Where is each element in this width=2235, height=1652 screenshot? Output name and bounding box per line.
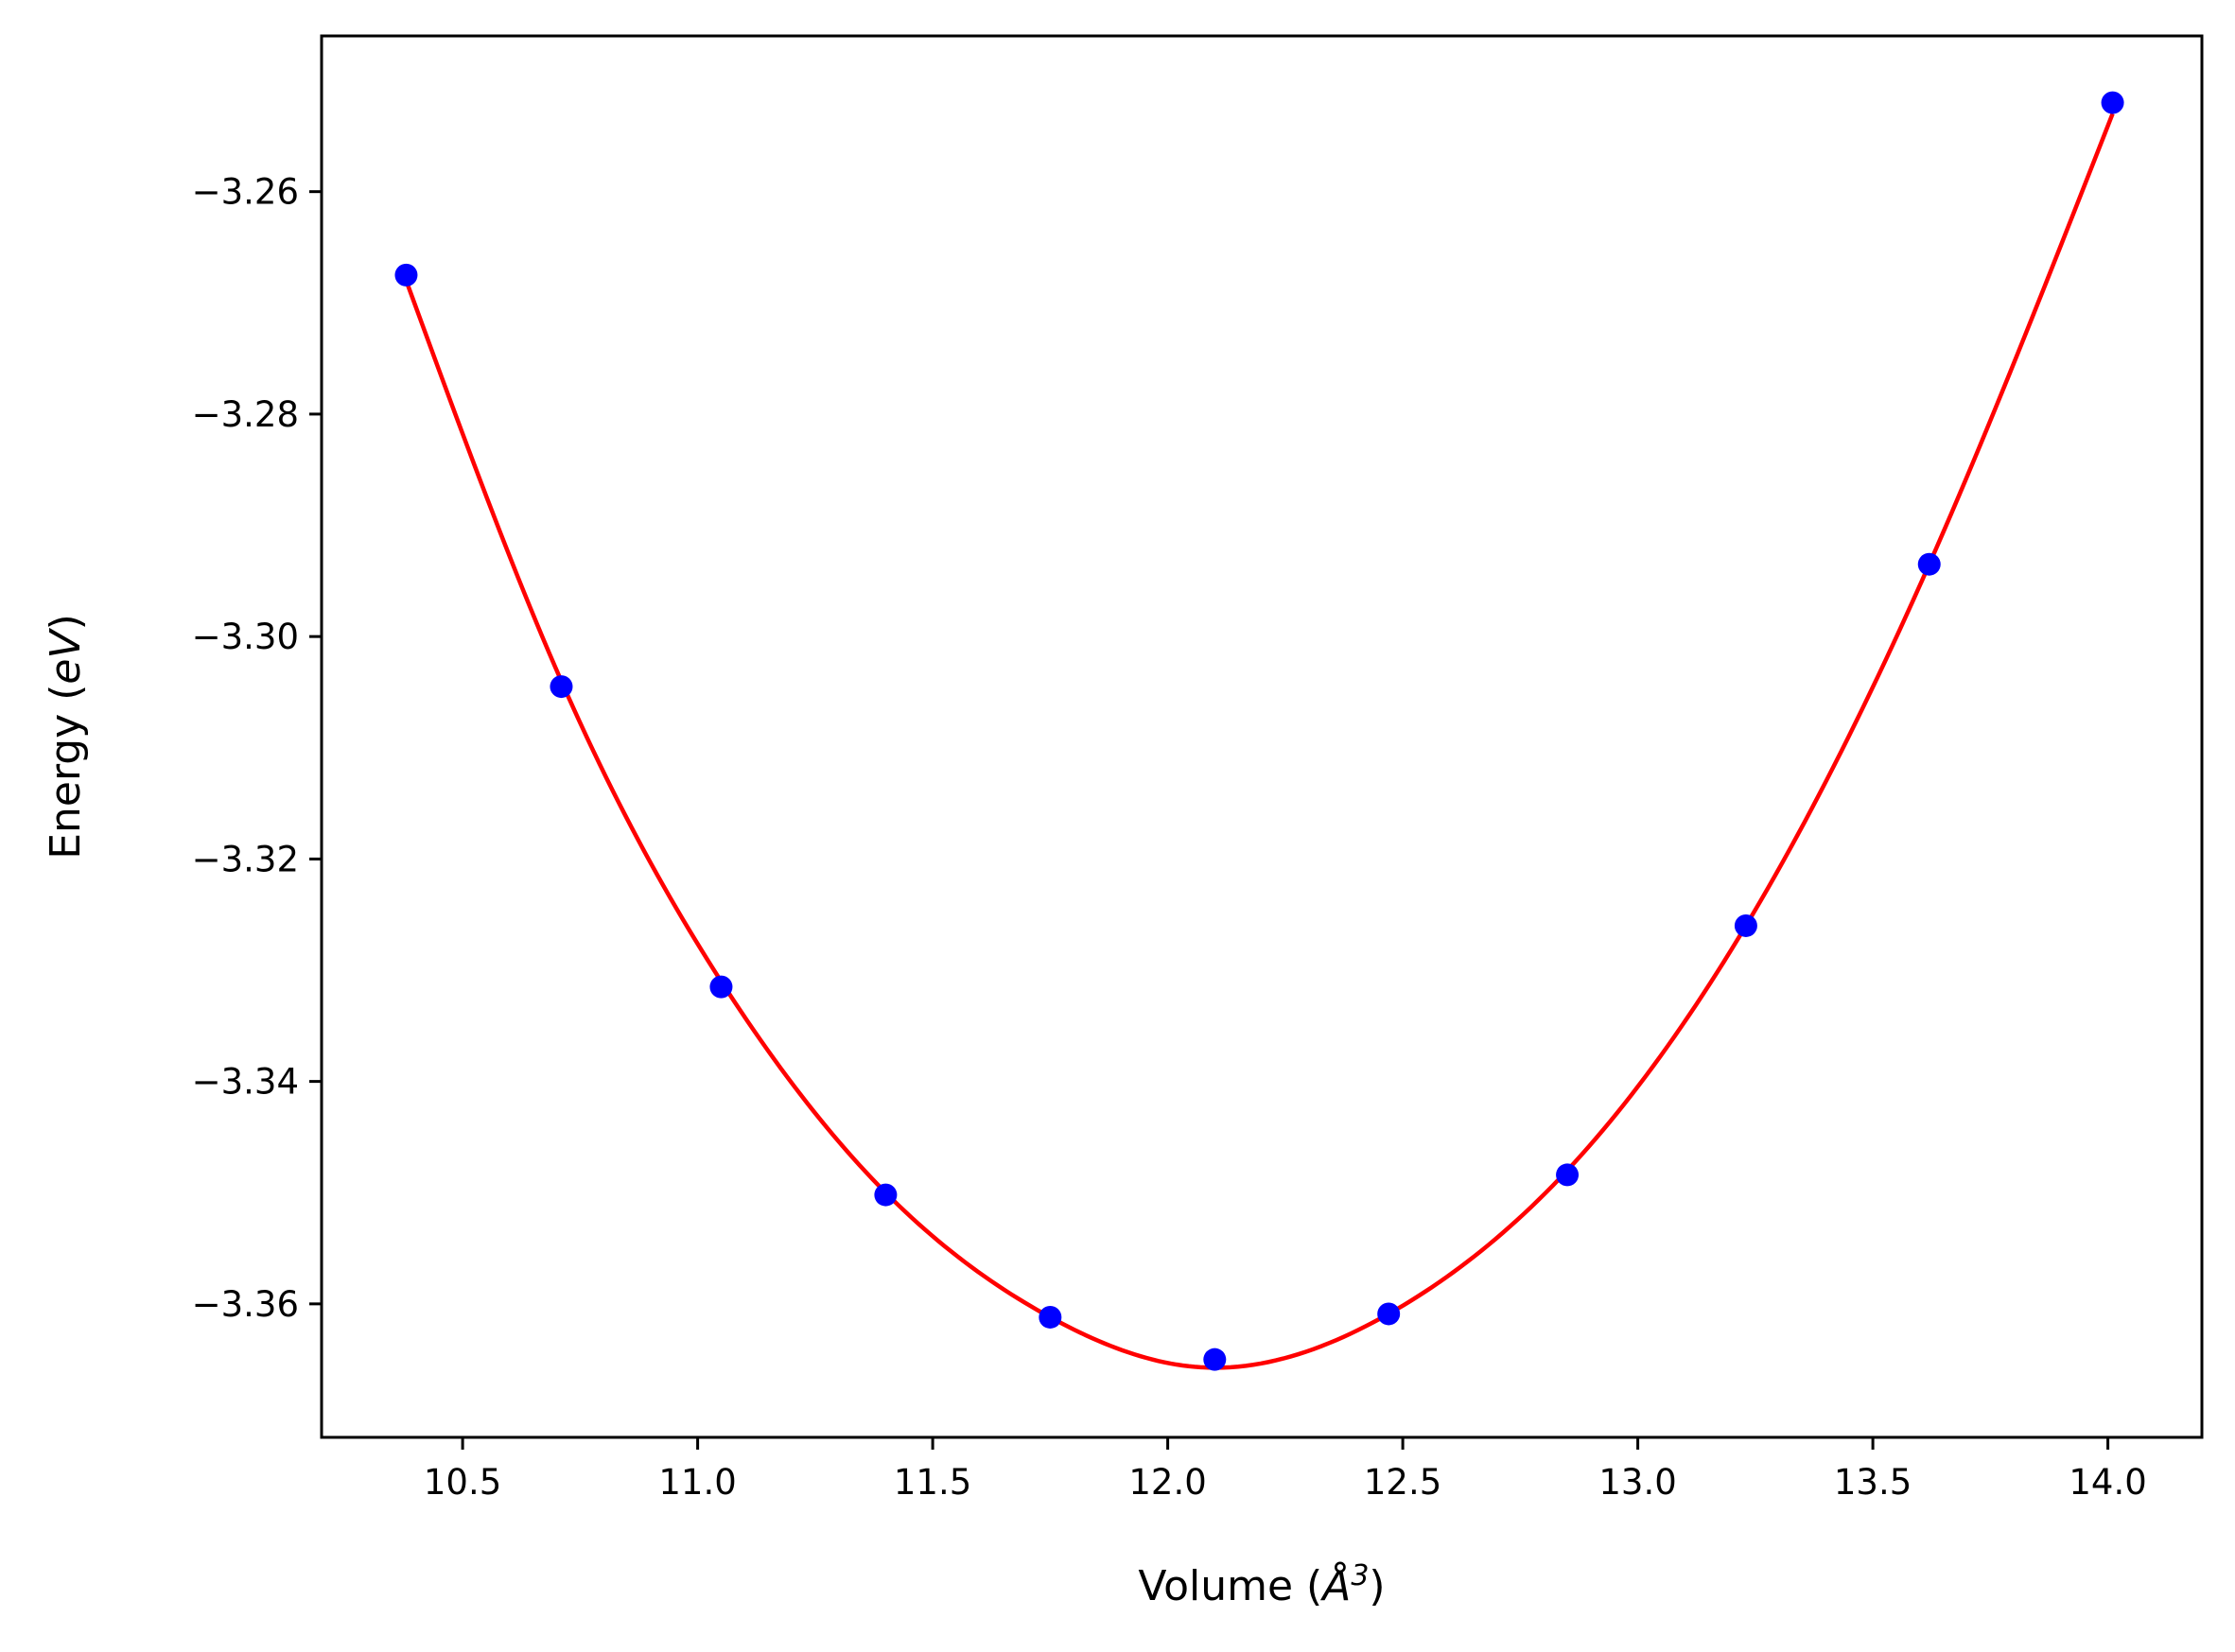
x-tick-label: 13.5 [1834, 1462, 1912, 1503]
y-axis-label-close: ) [42, 614, 90, 630]
x-axis-ticks: 10.5 11.0 11.5 12.0 12.5 13.0 13.5 14.0 [424, 1437, 2147, 1503]
data-point [1917, 552, 1941, 576]
x-axis-label-close: ) [1369, 1562, 1385, 1610]
data-point [394, 263, 418, 287]
data-point [1734, 913, 1757, 937]
x-tick-label: 12.0 [1128, 1462, 1206, 1503]
x-tick-label: 11.5 [894, 1462, 971, 1503]
x-tick-label: 13.0 [1598, 1462, 1676, 1503]
fit-curve [404, 113, 2115, 1370]
data-point [1556, 1163, 1580, 1187]
x-axis-label: Volume (Å3) [1138, 1559, 1385, 1610]
y-tick-label: −3.34 [192, 1062, 299, 1103]
x-tick-label: 14.0 [2069, 1462, 2146, 1503]
y-axis-label: Energy (eV) [42, 614, 90, 860]
y-tick-label: −3.28 [192, 394, 299, 435]
y-tick-label: −3.36 [192, 1284, 299, 1325]
y-axis-ticks: −3.26 −3.28 −3.30 −3.32 −3.34 −3.36 [192, 172, 322, 1325]
x-tick-label: 10.5 [424, 1462, 501, 1503]
data-point [874, 1183, 898, 1207]
x-tick-label: 11.0 [658, 1462, 736, 1503]
y-axis-label-text: Energy ( [42, 685, 90, 860]
x-axis-label-exponent: 3 [1351, 1559, 1369, 1592]
data-point [2101, 91, 2124, 114]
y-tick-label: −3.32 [192, 839, 299, 879]
x-axis-label-text: Volume ( [1138, 1562, 1322, 1610]
data-point [709, 975, 733, 999]
y-tick-label: −3.30 [192, 617, 299, 657]
plot-frame [320, 34, 2204, 1439]
fit-curve-layer [404, 113, 2115, 1370]
data-point [1203, 1348, 1227, 1371]
x-axis-label-symbol: Å [1319, 1560, 1351, 1610]
data-point [550, 675, 573, 699]
x-tick-label: 12.5 [1364, 1462, 1441, 1503]
data-point [1039, 1305, 1062, 1329]
data-point [1377, 1302, 1401, 1326]
y-axis-label-unit: eV [42, 628, 90, 685]
y-tick-label: −3.26 [192, 172, 299, 213]
data-points-layer [394, 91, 2124, 1371]
